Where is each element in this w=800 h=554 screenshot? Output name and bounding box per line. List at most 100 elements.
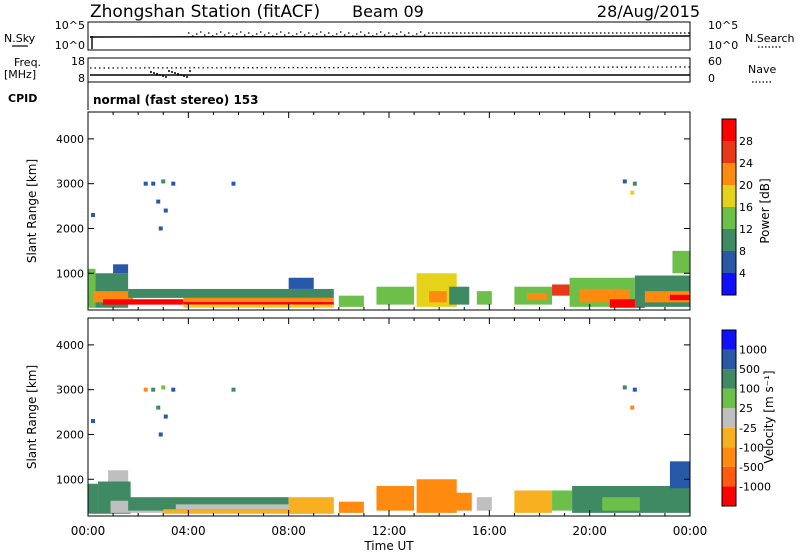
velocity-ylabel: Slant Range [km] — [25, 365, 39, 469]
colorbar-tick-label: 28 — [739, 135, 753, 148]
power-echo-block — [376, 286, 415, 305]
nave-label: Nave — [748, 63, 776, 76]
colorbar-segment — [722, 207, 736, 229]
power-echo-block — [429, 291, 447, 303]
colorbar-segment — [722, 388, 736, 409]
power-y-ticks: 1000 2000 3000 4000 — [56, 112, 691, 310]
colorbar-segment — [722, 408, 736, 428]
power-echo-block — [579, 288, 630, 303]
nave-trace — [89, 66, 691, 69]
power-echo-point — [161, 179, 166, 184]
nave-scatter — [150, 70, 191, 78]
colorbar-segment — [722, 163, 736, 185]
velocity-echo-block — [449, 492, 472, 511]
velocity-echo-block — [88, 483, 99, 514]
x-tick-label: 16:00 — [472, 524, 507, 538]
y-tick-label: 2000 — [56, 428, 84, 441]
noise-left-tick-top: 10^5 — [55, 19, 85, 32]
noise-right-tick-top: 10^5 — [708, 19, 738, 32]
time-xlabel: Time UT — [363, 539, 414, 553]
power-echo-point — [163, 208, 168, 213]
freq-label: Freq. — [14, 56, 41, 69]
freq-tick-top: 18 — [71, 55, 85, 68]
cpid-text: normal (fast stereo) 153 — [93, 93, 259, 107]
colorbar-segment — [722, 251, 736, 273]
y-tick-label: 2000 — [56, 222, 84, 235]
velocity-echo-block — [338, 501, 364, 513]
colorbar-tick-label: 24 — [739, 157, 753, 170]
colorbar-segment — [722, 427, 736, 448]
colorbar-tick-label: 12 — [739, 223, 753, 236]
x-tick-label: 20:00 — [572, 524, 607, 538]
velocity-echo-block — [288, 497, 334, 514]
x-tick-label: 00:00 — [71, 524, 106, 538]
velocity-echo-block — [376, 485, 415, 511]
nsearch-label: N.Search — [745, 32, 795, 45]
noise-panel: N.Sky N.Search 10^5 10^0 10^5 10^0 — [4, 19, 795, 52]
power-echo-block — [88, 268, 96, 308]
colorbar-frame — [721, 118, 737, 296]
colorbar-frame — [721, 329, 737, 507]
power-echo-block — [669, 294, 690, 301]
velocity-echo-point — [143, 387, 148, 392]
power-echo-block — [113, 264, 129, 274]
velocity-echo-point — [630, 405, 635, 410]
power-echo-block — [183, 297, 334, 302]
time-x-ticks: 00:00 04:00 08:00 12:00 16:00 20:00 00:00 — [71, 524, 708, 538]
power-echo-block — [183, 304, 334, 308]
colorbar-tick-label: 100 — [739, 383, 760, 396]
x-tick-label: 12:00 — [372, 524, 407, 538]
colorbar-tick-label: -1000 — [739, 480, 771, 493]
velocity-echo-point — [231, 387, 236, 392]
colorbar-segment — [722, 273, 736, 295]
colorbar-tick-label: -100 — [739, 441, 764, 454]
freq-traces — [89, 66, 691, 78]
colorbar-tick-label: 8 — [739, 245, 746, 258]
power-echo-block — [183, 301, 334, 305]
nsky-label: N.Sky — [4, 32, 36, 45]
power-colorbar: 4 8 12 16 20 24 28 — [721, 118, 753, 296]
colorbar-segment — [722, 185, 736, 207]
power-echo-block — [476, 291, 492, 305]
colorbar-tick-label: 25 — [739, 402, 753, 415]
velocity-colorbar: 1000 500 100 25 -25 -100 -500 -1000 — [721, 329, 771, 507]
colorbar-segment — [722, 369, 736, 389]
y-tick-label: 3000 — [56, 178, 84, 191]
velocity-echo-block — [514, 490, 553, 513]
colorbar-segment — [722, 486, 736, 506]
velocity-echo-point — [161, 385, 166, 390]
velocity-echo-block — [552, 490, 573, 511]
noise-right-tick-bottom: 10^0 — [708, 39, 738, 52]
velocity-echo-point — [158, 432, 163, 437]
velocity-echo-point — [151, 387, 156, 392]
velocity-echo-point — [622, 385, 627, 390]
power-echo-block — [103, 299, 184, 305]
power-colorbar-label: Power [dB] — [758, 178, 772, 243]
freq-panel: Freq. [MHz] 18 8 60 0 Nave — [4, 55, 776, 85]
power-panel: 1000 2000 3000 4000 Slant Range [km] 4 8 12 16… — [25, 111, 772, 311]
velocity-echo-point — [91, 419, 96, 424]
y-tick-label: 4000 — [56, 133, 84, 146]
power-marks — [88, 179, 690, 308]
colorbar-tick-label: -25 — [739, 422, 757, 435]
velocity-colorbar-label: Velocity [m s⁻¹] — [762, 370, 776, 463]
colorbar-tick-label: 500 — [739, 363, 760, 376]
power-echo-block — [338, 295, 364, 307]
velocity-echo-block — [669, 461, 690, 489]
velocity-panel: 1000 2000 3000 4000 Slant Range [km] 1000 50… — [25, 317, 776, 553]
power-echo-block — [93, 291, 134, 303]
power-echo-point — [171, 181, 176, 186]
nsearch-trace — [188, 31, 690, 37]
power-echo-block — [128, 288, 334, 298]
y-tick-label: 3000 — [56, 384, 84, 397]
power-echo-block — [449, 286, 470, 305]
velocity-echo-point — [632, 387, 637, 392]
nave-tick-bottom: 0 — [708, 72, 715, 85]
colorbar-segment — [722, 349, 736, 370]
station-title: Zhongshan Station (fitACF) — [90, 2, 320, 22]
power-echo-point — [91, 213, 96, 218]
power-echo-point — [156, 199, 161, 204]
velocity-marks — [88, 385, 690, 514]
colorbar-tick-label: 1000 — [739, 344, 767, 357]
